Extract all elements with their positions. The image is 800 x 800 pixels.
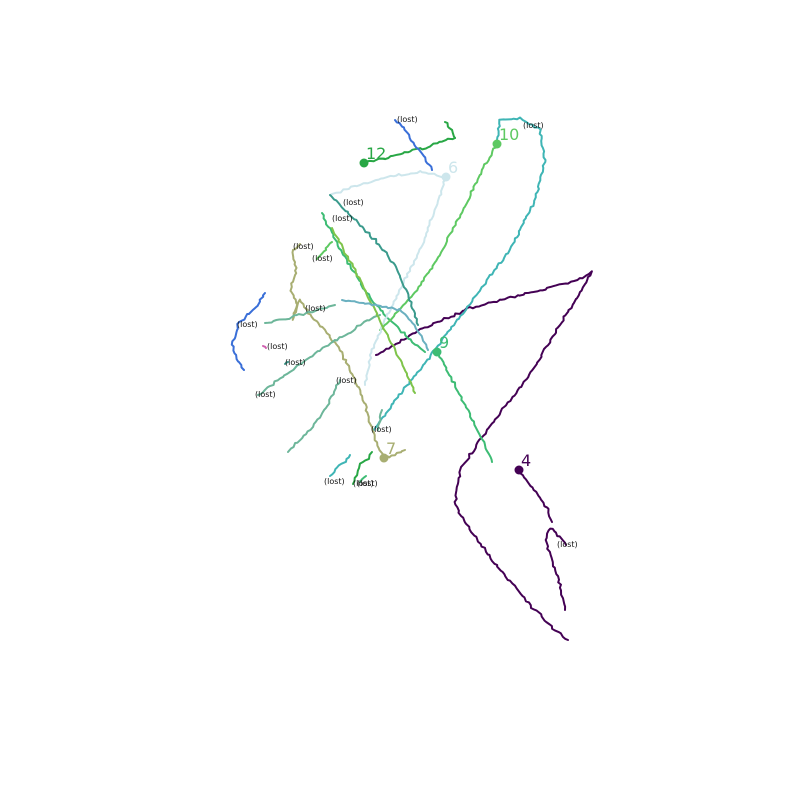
track-line-15 — [257, 314, 381, 396]
lost-label-22: (lost) — [353, 479, 374, 488]
track-line-24 — [377, 409, 383, 431]
lost-label-12: (lost) — [237, 320, 258, 329]
track-id-label-0: 4 — [521, 451, 531, 470]
track-labels: 4(lost)910 (lost)612(lost)(lost)7(lost)(l… — [237, 115, 578, 549]
track-id-label-13: 7 — [386, 439, 396, 458]
track-line-7 — [329, 170, 447, 196]
lost-label-18: (lost) — [332, 214, 353, 223]
track-line-6 — [373, 116, 547, 431]
lost-label-25: (lost) — [312, 254, 333, 263]
track-line-26 — [292, 243, 301, 251]
lost-label-26: (lost) — [293, 242, 314, 251]
track-line-2 — [544, 527, 567, 611]
lost-label-28: (lost) — [285, 358, 306, 367]
track-line-25 — [316, 241, 333, 260]
track-line-5 — [379, 143, 498, 331]
lost-label-23: (lost) — [357, 479, 378, 488]
track-id-label-5: 10 — [499, 125, 519, 144]
lost-label-6: (lost) — [523, 121, 544, 130]
track-line-3 — [321, 212, 426, 353]
track-line-1 — [518, 469, 553, 523]
track-line-28 — [284, 361, 289, 365]
track-end-marker-9 — [359, 158, 369, 168]
lost-label-24: (lost) — [371, 425, 392, 434]
track-line-22 — [352, 451, 373, 485]
track-line-19 — [329, 194, 419, 326]
track-end-markers — [359, 139, 524, 475]
track-line-23 — [359, 475, 367, 483]
track-lines — [230, 116, 593, 641]
track-id-label-7: 6 — [448, 158, 458, 177]
track-line-13 — [289, 249, 385, 459]
track-line-9 — [363, 137, 456, 164]
lost-label-27: (lost) — [267, 342, 288, 351]
track-line-20 — [341, 299, 429, 351]
lost-label-19: (lost) — [343, 198, 364, 207]
track-end-marker-13 — [379, 453, 389, 463]
track-end-marker-5 — [492, 139, 502, 149]
track-end-marker-0 — [514, 465, 524, 475]
track-end-marker-7 — [441, 172, 451, 182]
track-line-12 — [230, 292, 266, 371]
track-line-4 — [436, 351, 493, 463]
lost-label-1: (lost) — [557, 540, 578, 549]
track-line-18 — [331, 227, 416, 394]
track-line-0 — [375, 270, 593, 641]
track-line-17 — [287, 379, 341, 453]
track-line-27 — [262, 345, 267, 349]
track-id-label-9: 12 — [366, 144, 386, 163]
track-end-marker-3 — [432, 347, 442, 357]
track-line-11 — [394, 119, 433, 171]
lost-label-21: (lost) — [324, 477, 345, 486]
track-line-21 — [329, 454, 351, 477]
lost-label-17: (lost) — [336, 376, 357, 385]
lost-label-15: (lost) — [255, 390, 276, 399]
track-id-label-3: 9 — [439, 333, 449, 352]
track-line-16 — [264, 304, 336, 324]
lost-label-11: (lost) — [397, 115, 418, 124]
lost-label-16: (lost) — [305, 304, 326, 313]
track-line-8 — [363, 176, 447, 386]
track-line-10 — [444, 121, 456, 139]
